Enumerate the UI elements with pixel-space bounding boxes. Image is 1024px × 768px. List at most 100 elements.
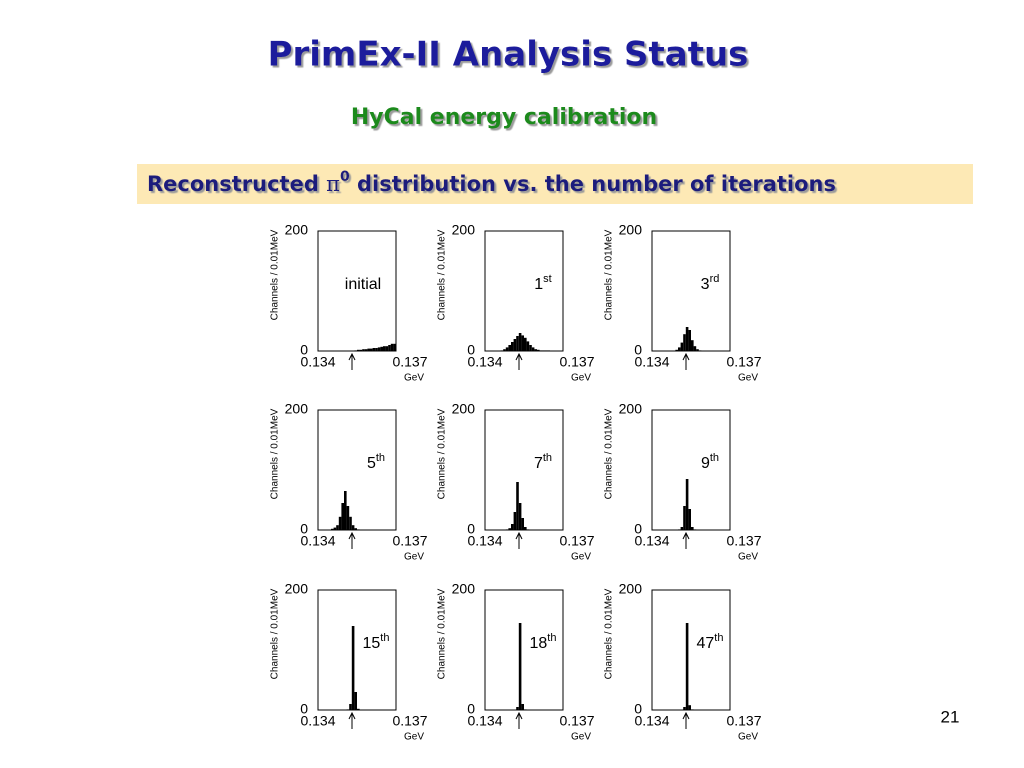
histogram-bar <box>683 506 686 530</box>
histogram-bar <box>518 623 522 710</box>
histogram-bar <box>524 337 527 351</box>
y-tick-label: 200 <box>285 222 309 238</box>
x-axis-label: GeV <box>571 552 591 563</box>
histogram-bar <box>349 516 352 530</box>
x-axis-label: GeV <box>404 552 424 563</box>
x-axis-label: GeV <box>404 373 424 384</box>
histogram-bar <box>390 343 394 351</box>
arrow <box>682 352 690 370</box>
x-tick-label: 0.134 <box>634 354 669 370</box>
y-axis-label: Channels / 0.01MeV <box>437 229 448 320</box>
annotation-superscript: th <box>376 452 385 464</box>
annotation: 9th <box>701 452 719 472</box>
histogram-bar <box>518 503 522 530</box>
x-tick-label: 0.137 <box>726 713 761 729</box>
annotation-text: 15 <box>363 635 381 652</box>
x-tick-label: 0.134 <box>467 533 502 549</box>
histogram-bar <box>688 705 691 710</box>
arrow <box>682 531 690 549</box>
histogram-bar <box>367 348 370 351</box>
histogram-bar <box>678 347 681 351</box>
histogram-bar <box>698 350 702 351</box>
histogram-bar <box>526 529 530 530</box>
histogram-bar <box>505 529 509 530</box>
histogram-bar <box>521 335 524 351</box>
histogram-bar <box>351 525 355 530</box>
histogram-bar <box>341 503 344 530</box>
histogram-bar <box>377 347 381 351</box>
histogram-bar <box>683 334 686 351</box>
histogram-bar <box>542 350 545 351</box>
histogram-bar <box>683 707 686 710</box>
arrow <box>515 711 523 729</box>
histogram-bar <box>544 350 548 351</box>
histogram-bar <box>680 527 684 530</box>
annotation: 3rd <box>701 273 720 293</box>
histogram-bar <box>693 346 697 351</box>
histogram-bar <box>521 704 524 710</box>
histogram-bar <box>513 339 517 351</box>
histogram-bar <box>383 346 386 351</box>
annotation: 47th <box>697 632 724 652</box>
histogram-bar <box>511 524 514 530</box>
arrow <box>348 711 356 729</box>
y-tick-label: 200 <box>452 401 476 417</box>
arrow <box>348 531 356 549</box>
plot-frame <box>484 589 564 711</box>
x-tick-label: 0.137 <box>559 354 594 370</box>
histogram-bar <box>357 349 360 351</box>
y-tick-label: 200 <box>619 222 643 238</box>
annotation: initial <box>345 276 381 293</box>
banner-text: Reconstructed <box>147 172 326 196</box>
x-axis-label: GeV <box>738 552 758 563</box>
histogram-bar <box>505 347 509 351</box>
histogram-bar <box>691 527 694 530</box>
y-axis-label: Channels / 0.01MeV <box>437 588 448 679</box>
x-tick-label: 0.137 <box>726 533 761 549</box>
annotation-text: 18 <box>530 635 548 652</box>
annotation-text: 9 <box>701 455 710 472</box>
histogram-bar <box>393 343 396 351</box>
histogram-bar <box>675 349 678 351</box>
banner-text: distribution vs. the number of iteration… <box>350 172 836 196</box>
histogram-bar <box>688 330 691 351</box>
histogram-bar <box>685 327 689 351</box>
histogram-bar <box>685 479 689 530</box>
arrow <box>515 352 523 370</box>
y-tick-label: 200 <box>285 401 309 417</box>
y-tick-label: 0 <box>634 521 642 537</box>
annotation: 1st <box>534 273 551 293</box>
x-tick-label: 0.137 <box>392 533 427 549</box>
annotation-superscript: th <box>710 452 719 464</box>
histogram-bar <box>688 509 691 530</box>
x-tick-label: 0.137 <box>559 713 594 729</box>
annotation-superscript: st <box>543 273 552 285</box>
plot-frame <box>651 589 731 711</box>
annotation-superscript: th <box>714 632 723 644</box>
plot-frame <box>317 409 397 531</box>
y-tick-label: 200 <box>619 401 643 417</box>
histogram-bar <box>685 623 689 710</box>
x-axis-label: GeV <box>738 732 758 743</box>
histogram-bar <box>508 528 511 530</box>
x-tick-label: 0.137 <box>559 533 594 549</box>
x-axis-label: GeV <box>404 732 424 743</box>
histogram-bar <box>537 349 540 351</box>
x-tick-label: 0.134 <box>467 354 502 370</box>
plot-frame <box>484 409 564 531</box>
x-tick-label: 0.137 <box>392 713 427 729</box>
annotation-superscript: rd <box>710 273 720 285</box>
annotation: 18th <box>530 632 557 652</box>
plot-frame <box>484 230 564 352</box>
annotation-text: initial <box>345 276 381 293</box>
y-tick-label: 200 <box>285 581 309 597</box>
x-axis-label: GeV <box>571 732 591 743</box>
histogram-bar <box>336 525 339 530</box>
histogram-bar <box>346 709 350 710</box>
x-tick-label: 0.134 <box>300 533 335 549</box>
histogram-bar <box>344 491 347 530</box>
histogram-bar <box>678 529 681 530</box>
y-tick-label: 0 <box>634 342 642 358</box>
histogram-bar <box>364 349 368 351</box>
annotation-text: 1 <box>534 276 543 293</box>
